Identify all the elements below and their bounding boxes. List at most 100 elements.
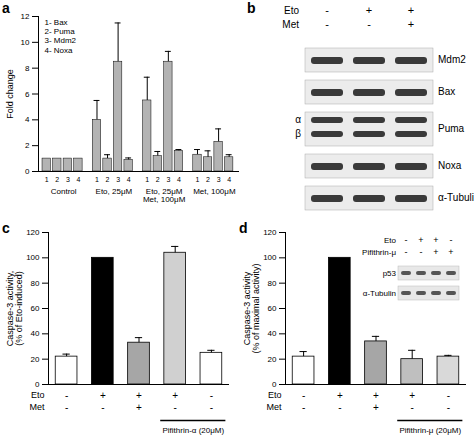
svg-text:3: 3 [166, 176, 170, 183]
svg-text:+: + [136, 402, 142, 413]
svg-text:+: + [448, 247, 453, 257]
svg-text:8: 8 [25, 64, 30, 73]
svg-text:3: 3 [217, 176, 221, 183]
svg-text:100: 100 [263, 253, 277, 262]
svg-text:80: 80 [268, 279, 277, 288]
svg-text:-: - [405, 235, 408, 245]
svg-text:α-Tubulin: α-Tubulin [363, 289, 396, 298]
svg-text:80: 80 [31, 279, 40, 288]
svg-text:4: 4 [127, 176, 131, 183]
svg-text:+: + [409, 390, 415, 401]
svg-text:0: 0 [35, 380, 40, 389]
svg-text:Puma: Puma [438, 123, 465, 134]
svg-text:2: 2 [106, 176, 110, 183]
svg-text:120: 120 [263, 228, 277, 237]
svg-text:-: - [447, 390, 450, 401]
svg-text:Noxa: Noxa [438, 160, 462, 171]
svg-text:3: 3 [66, 176, 70, 183]
svg-text:Pifithrin-μ (20μM): Pifithrin-μ (20μM) [399, 426, 461, 435]
svg-text:-: - [65, 390, 68, 401]
svg-text:α-Tubulin: α-Tubulin [438, 192, 474, 203]
svg-text:2: 2 [156, 176, 160, 183]
svg-text:-: - [450, 235, 453, 245]
svg-text:Mdm2: Mdm2 [438, 54, 466, 65]
svg-text:-: - [338, 402, 341, 413]
svg-text:4: 4 [76, 176, 80, 183]
svg-text:-: - [302, 390, 305, 401]
svg-text:α: α [295, 114, 301, 125]
svg-text:-: - [325, 4, 329, 16]
svg-text:12: 12 [21, 12, 30, 21]
svg-text:Eto: Eto [384, 236, 397, 245]
html-text:d: d [239, 220, 248, 236]
svg-text:Caspase-3 activity(% of maxima: Caspase-3 activity(% of maximal activity… [242, 263, 261, 353]
svg-text:+: + [172, 390, 178, 401]
html-text:b: b [247, 0, 256, 16]
svg-text:Control: Control [51, 187, 77, 196]
svg-text:Caspase-3 activity,(% of Eto-i: Caspase-3 activity,(% of Eto-induced) [5, 271, 24, 346]
svg-text:-: - [210, 402, 213, 413]
svg-text:+: + [373, 402, 379, 413]
svg-text:Pifithrin-α (20μM): Pifithrin-α (20μM) [162, 426, 224, 435]
svg-text:Eto, 25μM: Eto, 25μM [96, 187, 133, 196]
svg-text:-: - [174, 402, 177, 413]
svg-text:Eto: Eto [284, 5, 299, 16]
svg-text:+: + [408, 4, 414, 16]
svg-text:Met, 100μM: Met, 100μM [193, 187, 236, 196]
svg-text:-: - [420, 247, 423, 257]
svg-text:4: 4 [25, 115, 30, 124]
svg-text:3: 3 [116, 176, 120, 183]
svg-text:+: + [373, 390, 379, 401]
svg-text:-: - [325, 18, 329, 30]
svg-text:+: + [433, 247, 438, 257]
svg-text:1- Bax2- Puma3- Mdm24- Noxa: 1- Bax2- Puma3- Mdm24- Noxa [45, 18, 77, 55]
svg-text:0: 0 [25, 167, 30, 176]
svg-text:-: - [411, 402, 414, 413]
svg-text:40: 40 [268, 329, 277, 338]
svg-text:-: - [65, 402, 68, 413]
svg-text:β: β [295, 128, 301, 139]
svg-text:p53: p53 [383, 269, 397, 278]
svg-text:+: + [337, 390, 343, 401]
svg-text:20: 20 [268, 355, 277, 364]
svg-text:10: 10 [21, 38, 30, 47]
svg-text:-: - [405, 247, 408, 257]
svg-text:2: 2 [55, 176, 59, 183]
svg-text:1: 1 [95, 176, 99, 183]
svg-text:4: 4 [177, 176, 181, 183]
svg-text:+: + [100, 390, 106, 401]
svg-text:60: 60 [268, 304, 277, 313]
svg-text:1: 1 [45, 176, 49, 183]
svg-text:+: + [418, 235, 423, 245]
svg-text:20: 20 [31, 355, 40, 364]
svg-text:Met: Met [266, 402, 282, 412]
svg-text:6: 6 [25, 90, 30, 99]
svg-text:2: 2 [206, 176, 210, 183]
svg-text:Eto, 25μMMet, 100μM: Eto, 25μMMet, 100μM [143, 187, 186, 204]
svg-text:100: 100 [26, 253, 40, 262]
svg-text:-: - [367, 18, 371, 30]
svg-text:+: + [408, 18, 414, 30]
svg-text:-: - [447, 402, 450, 413]
svg-text:-: - [101, 402, 104, 413]
svg-text:2: 2 [25, 141, 30, 150]
svg-text:40: 40 [31, 329, 40, 338]
svg-text:Bax: Bax [438, 86, 455, 97]
svg-text:Met: Met [282, 19, 299, 30]
svg-text:Met: Met [29, 402, 45, 412]
svg-text:+: + [366, 4, 372, 16]
svg-text:+: + [433, 235, 438, 245]
svg-text:-: - [210, 390, 213, 401]
svg-text:Pifithrin-μ: Pifithrin-μ [362, 248, 396, 257]
svg-text:1: 1 [196, 176, 200, 183]
svg-text:-: - [302, 402, 305, 413]
svg-text:+: + [136, 390, 142, 401]
svg-text:4: 4 [227, 176, 231, 183]
svg-text:60: 60 [31, 304, 40, 313]
svg-text:Eto: Eto [31, 390, 45, 400]
svg-text:120: 120 [26, 228, 40, 237]
svg-text:Fold change: Fold change [5, 69, 15, 119]
svg-text:1: 1 [145, 176, 149, 183]
svg-text:0: 0 [272, 380, 277, 389]
svg-text:Eto: Eto [268, 390, 282, 400]
